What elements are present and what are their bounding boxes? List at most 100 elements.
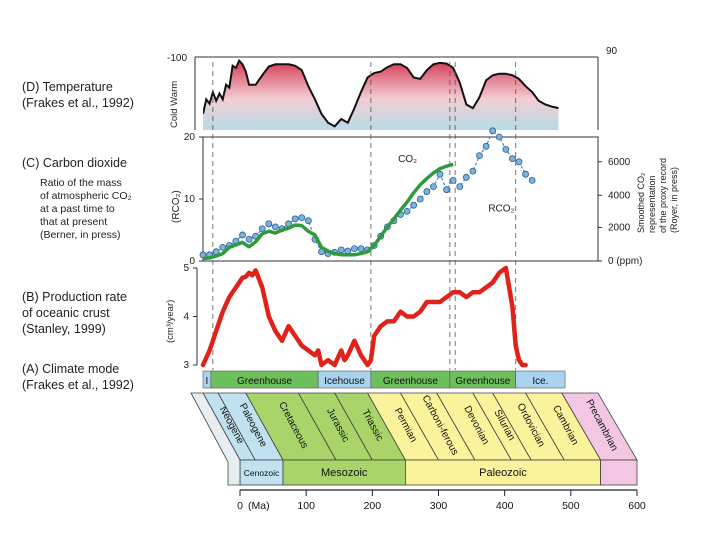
rco2-point (449, 176, 457, 184)
rco2-point (219, 243, 227, 251)
climate-mode-label: Ice. (532, 376, 548, 387)
rco2-point (528, 176, 536, 184)
rco2-point (495, 133, 503, 141)
x-tick-label: 500 (562, 500, 580, 512)
co2-right-tick-label: 6000 (608, 157, 631, 168)
rco2-point (469, 167, 477, 175)
era-cell (405, 459, 602, 486)
co2-desc-line-2: of atmospheric CO₂ (40, 190, 132, 202)
co2-panel: CO₂ RCO₂ (199, 127, 536, 261)
crust-panel (200, 265, 528, 368)
crust-ytick-label: 4 (183, 312, 189, 323)
co2-ylabel: (RCO₂) (171, 190, 182, 223)
co2-right-ylabel-line: Smoothed CO₂ (636, 172, 646, 233)
climate-mode-label: I (206, 376, 209, 387)
rco2-point (476, 152, 483, 160)
panel-axes: -100 90 Cold Warm 0 10 20 (RCO₂) 0 (ppm) 2000 400… (165, 46, 679, 371)
climate-mode-label: Greenhouse (455, 376, 510, 387)
rco2-point (357, 245, 365, 253)
era-label: Mesozoic (321, 467, 368, 479)
co2-desc-line-1: Ratio of the mass (40, 177, 122, 189)
temperature-tick-right: 90 (606, 46, 618, 57)
rco2-point (239, 231, 246, 239)
rco2-point (522, 170, 529, 178)
rco2-point (337, 246, 345, 254)
rco2-point (515, 158, 523, 166)
x-axis-unit: (Ma) (248, 500, 270, 512)
temperature-ylabel: Cold Warm (169, 81, 180, 128)
crust-ylabel: (cm³/year) (165, 300, 176, 343)
climate-mode-label: Icehouse (324, 376, 365, 387)
era-label: Paleozoic (479, 467, 527, 479)
rco2-point (351, 245, 358, 253)
crust-series-line (200, 265, 528, 368)
era-cell (600, 459, 638, 486)
x-tick-label: 600 (628, 500, 646, 512)
era-label: Cenozoic (244, 468, 280, 478)
co2-annotation: CO₂ (398, 154, 417, 165)
crust-source: (Stanley, 1999) (22, 322, 106, 336)
rco2-point (489, 127, 497, 135)
rco2-point (265, 220, 273, 228)
rco2-point (430, 183, 437, 191)
rco2-point (291, 215, 299, 223)
rco2-point (502, 145, 510, 153)
co2-ytick-label: 0 (189, 256, 195, 267)
co2-title: (C) Carbon dioxide (22, 156, 127, 170)
era-cell (282, 459, 406, 486)
climate-mode-label: Greenhouse (383, 376, 438, 387)
crust-ytick-label: 3 (183, 360, 189, 371)
co2-right-ylabel-line: representation (647, 175, 657, 233)
co2-right-tick-label: 0 (ppm) (608, 256, 642, 267)
rco2-point (456, 183, 464, 191)
rco2-point (410, 201, 418, 209)
rco2-point (298, 214, 306, 222)
rco2-series-line (203, 129, 533, 256)
co2-right-tick-label: 4000 (608, 190, 631, 201)
co2-right-ylabel-line: of the proxy record (658, 158, 668, 233)
rco2-point (436, 170, 444, 178)
temperature-title: (D) Temperature (22, 80, 113, 94)
rco2-point (272, 223, 279, 231)
co2-desc-line-3: at a past time to (40, 203, 115, 215)
x-tick-label: 0 (237, 500, 243, 512)
co2-desc-line-4: that at present (40, 216, 108, 228)
climate-source: (Frakes et al., 1992) (22, 378, 134, 392)
rco2-point (304, 217, 312, 225)
co2-desc-line-5: (Berner, in press) (40, 229, 121, 241)
x-tick-label: 400 (496, 500, 514, 512)
x-tick-label: 100 (297, 500, 315, 512)
x-tick-label: 200 (364, 500, 382, 512)
boundary-dashes (212, 62, 517, 370)
temperature-tick-left: -100 (167, 53, 187, 64)
crust-title-line-1: (B) Production rate (22, 290, 127, 304)
rco2-point (462, 173, 470, 181)
climate-mode-label: Greenhouse (237, 376, 292, 387)
temperature-panel (203, 58, 559, 130)
rco2-point (416, 195, 424, 203)
climate-mode-bar: I Greenhouse Icehouse Greenhouse Greenhouse I… (202, 370, 566, 389)
co2-right-tick-label: 2000 (608, 223, 631, 234)
climate-title: (A) Climate mode (22, 362, 120, 376)
rco2-point (482, 142, 490, 150)
crust-ytick-label: 5 (183, 263, 189, 274)
rco2-point (258, 225, 266, 233)
crust-title-line-2: of oceanic crust (22, 306, 110, 320)
rco2-annotation: RCO₂ (488, 204, 514, 215)
temperature-source: (Frakes et al., 1992) (22, 96, 134, 110)
co2-right-ylabel-line: (Royer, in press) (669, 167, 679, 233)
rco2-point (509, 155, 516, 163)
temperature-curve (203, 58, 559, 128)
co2-series-line (202, 162, 454, 261)
temperature-area (203, 60, 559, 130)
co2-ytick-label: 20 (184, 132, 196, 143)
scale-side-edge (190, 392, 241, 486)
rco2-point (443, 186, 450, 194)
rco2-point (423, 188, 431, 195)
x-tick-label: 300 (430, 500, 448, 512)
co2-ytick-label: 10 (184, 194, 196, 205)
rco2-point (245, 235, 253, 243)
climate-mode-segment (515, 370, 566, 389)
